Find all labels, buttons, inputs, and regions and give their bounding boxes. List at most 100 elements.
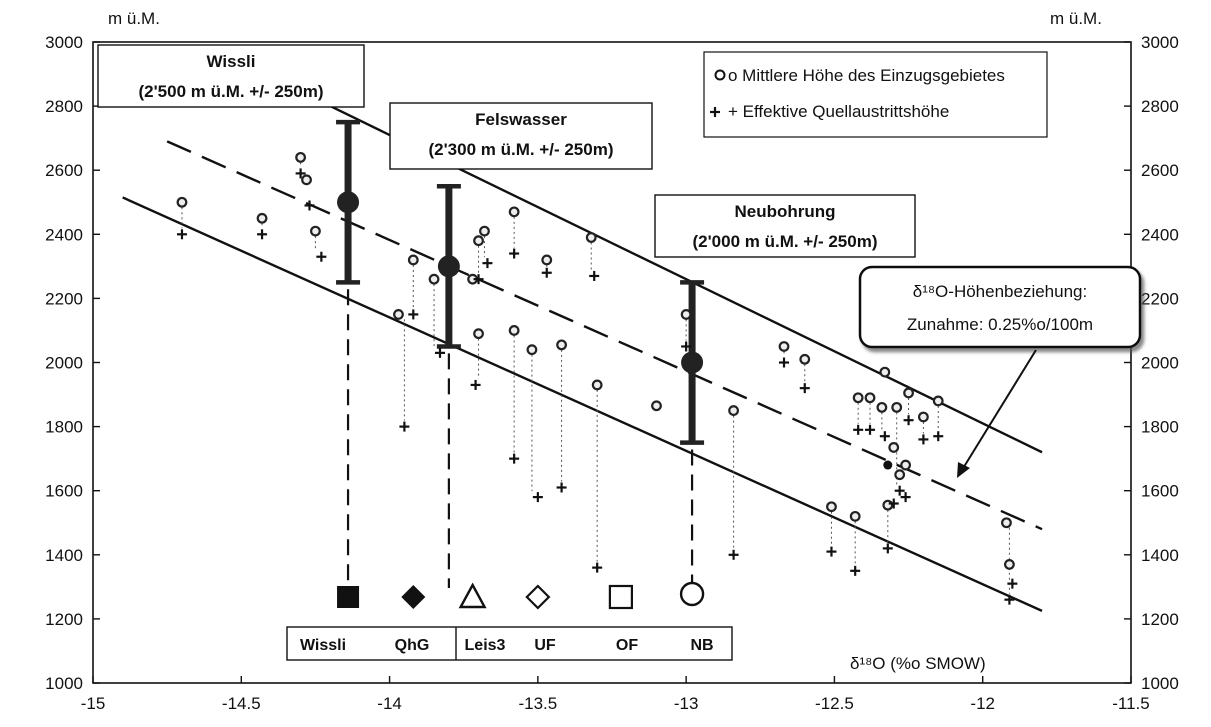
series-mean-catchment-height [176,151,1015,570]
y-tick-label-right: 1400 [1141,546,1179,565]
legend-label-mean-height: o Mittlere Höhe des Einzugsgebietes [728,66,1005,85]
site-symbol-filled-square [337,586,360,608]
data-point-mean-height [900,459,912,471]
data-point-mean-height [295,151,307,163]
range-label-elevation: (2'000 m ü.M. +/- 250m) [693,232,878,251]
data-point-mean-height [508,206,520,218]
site-symbol-box: Wissli QhG Leis3 UF OF NB [286,581,733,661]
data-point-effective-height [257,229,268,240]
range-label-frame [654,194,916,258]
y-tick-label-right: 2400 [1141,225,1179,244]
y-tick-label-right: 2000 [1141,354,1179,373]
y-tick-label-right: 3000 [1141,33,1179,52]
x-tick-label: -14 [377,694,402,713]
y-tick-label-left: 1400 [45,546,83,565]
data-point-mean-height [393,309,404,320]
data-point-mean-height [310,225,321,237]
data-point-mean-height [903,387,914,399]
range-label-elevation: (2'500 m ü.M. +/- 250m) [139,82,324,101]
y-tick-label-right: 1200 [1141,610,1179,629]
site-symbol-open-square [608,584,633,610]
y-tick-label-left: 2400 [45,225,83,244]
y-tick-label-right: 2800 [1141,97,1179,116]
y-tick-label-left: 1800 [45,418,83,437]
legend-label-effective-height: + Effektive Quellaustrittshöhe [728,102,949,121]
data-point-mean-height [826,501,837,513]
data-point-mean-height [591,379,603,391]
data-point-mean-height [852,392,864,404]
y-tick-label-left: 1600 [45,482,83,501]
data-point-effective-height [434,347,445,358]
data-point-mean-height [301,174,312,186]
data-point-effective-height [799,383,810,394]
y-axis-right-ticks: 1000 1200 1400 1600 1800 2000 2200 2400 2600 2800… [1124,33,1179,693]
x-tick-label: -13.5 [518,694,557,713]
range-label-elevation: (2'300 m ü.M. +/- 250m) [429,140,614,159]
data-point-effective-height [779,357,790,368]
range-center-dot [337,191,360,214]
annotation-arrow-head [957,462,970,478]
y-axis-left-ticks: 1000 1200 1400 1600 1800 2000 2200 2400 2600 2800… [45,33,100,693]
data-point-effective-height [592,562,603,573]
elevation-range-bars [336,119,705,445]
data-point-mean-height [176,196,188,208]
data-point-mean-height [891,401,903,413]
site-label-frame [286,626,733,661]
data-point-mean-height [680,309,692,320]
data-point-effective-height [728,549,739,560]
data-point-effective-height [316,251,327,262]
x-axis-ticks: -15 -14.5 -14 -13.5 -13 -12.5 -12 -11.5 [81,676,1150,713]
series-effective-spring-height [176,168,1018,605]
data-point-effective-height [853,424,864,435]
data-point-mean-height [864,392,876,404]
data-point-effective-height [903,415,914,426]
site-symbol-label: UF [534,637,556,654]
data-point-mean-height [778,341,790,352]
data-point-effective-height [295,168,306,179]
data-point-effective-height [865,424,876,435]
data-point-effective-height [918,434,929,445]
data-point-effective-height [882,543,893,554]
gradient-annotation: δ¹⁸O-Höhenbeziehung: Zunahme: 0.25%o/100… [858,265,1142,478]
data-point-effective-height [933,431,944,442]
data-point-mean-height [879,366,891,378]
data-point-effective-height [1004,594,1015,605]
data-point-effective-height [541,267,552,278]
annotation-arrow-line [961,349,1037,471]
x-tick-label: -13 [674,694,699,713]
range-label-box: Neubohrung (2'000 m ü.M. +/- 250m) [654,194,916,258]
data-point-mean-height [407,254,419,266]
data-point-effective-height [473,274,484,285]
data-point-mean-height [882,499,894,511]
data-point-effective-height [850,565,861,576]
range-label-name: Wissli [207,52,256,71]
data-point-mean-height [1004,559,1015,570]
site-symbol-label: Leis3 [465,637,506,654]
data-point-effective-height [826,546,837,557]
range-label-box: Wissli (2'500 m ü.M. +/- 250m) [97,44,365,108]
data-point-mean-height [428,273,440,285]
data-point-mean-height [508,325,520,336]
y-tick-label-left: 2200 [45,289,83,308]
site-symbol-open-diamond [525,584,551,610]
annotation-box [858,265,1142,349]
range-label-frame [389,102,653,170]
data-point-effective-height [894,485,905,496]
range-label-box: Felswasser (2'300 m ü.M. +/- 250m) [389,102,653,170]
data-point-effective-height [408,309,419,320]
data-point-effective-height [482,258,493,269]
data-point-effective-height [509,453,520,464]
site-symbol-label: NB [690,637,713,654]
data-point-mean-height [473,235,484,247]
data-point-effective-height [879,431,890,442]
site-symbol-open-circle [679,581,705,607]
data-point-mean-height [556,339,567,351]
y-tick-label-right: 1600 [1141,482,1179,501]
x-tick-label: -15 [81,694,106,713]
y-axis-right-unit: m ü.M. [1050,9,1102,28]
x-tick-label: -11.5 [1112,694,1150,713]
data-point-effective-height [888,498,899,509]
data-point-effective-height [176,229,187,240]
y-tick-label-left: 3000 [45,33,83,52]
